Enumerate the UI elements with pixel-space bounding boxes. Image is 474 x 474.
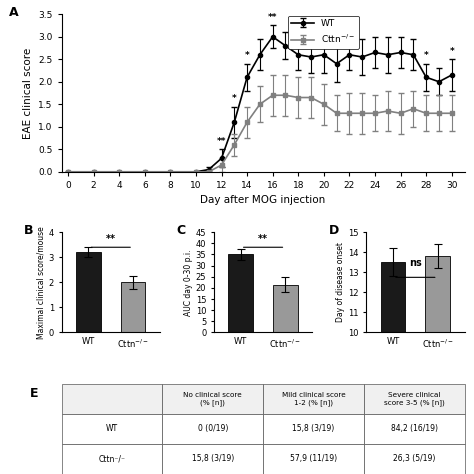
Text: D: D	[329, 224, 339, 237]
Text: *: *	[321, 24, 326, 33]
Bar	[426, 256, 450, 474]
Text: C: C	[177, 224, 186, 237]
Text: **: **	[217, 137, 226, 146]
Text: **: **	[268, 13, 277, 22]
Text: *: *	[424, 51, 428, 60]
Text: *: *	[449, 46, 454, 55]
Text: *: *	[245, 51, 249, 60]
Y-axis label: Day of disease onset: Day of disease onset	[336, 242, 345, 322]
Text: *: *	[232, 94, 237, 103]
Text: B: B	[24, 224, 34, 237]
Text: *: *	[347, 27, 352, 36]
Bar	[228, 255, 253, 332]
Legend: WT, Cttn$^{-/-}$: WT, Cttn$^{-/-}$	[288, 16, 359, 49]
Y-axis label: AUC day 0-30 p.i.: AUC day 0-30 p.i.	[184, 249, 193, 316]
Y-axis label: EAE clinical score: EAE clinical score	[23, 47, 33, 138]
X-axis label: Day after MOG injection: Day after MOG injection	[201, 195, 326, 205]
Bar	[381, 262, 405, 474]
Text: ns: ns	[409, 258, 422, 268]
Bar	[273, 284, 298, 332]
Text: E: E	[29, 387, 38, 400]
Bar	[76, 252, 100, 332]
Bar	[121, 283, 146, 332]
Text: A: A	[9, 6, 19, 19]
Y-axis label: Maximal clinical score/mouse: Maximal clinical score/mouse	[37, 226, 46, 339]
Text: **: **	[106, 234, 116, 244]
Text: **: **	[258, 234, 268, 244]
